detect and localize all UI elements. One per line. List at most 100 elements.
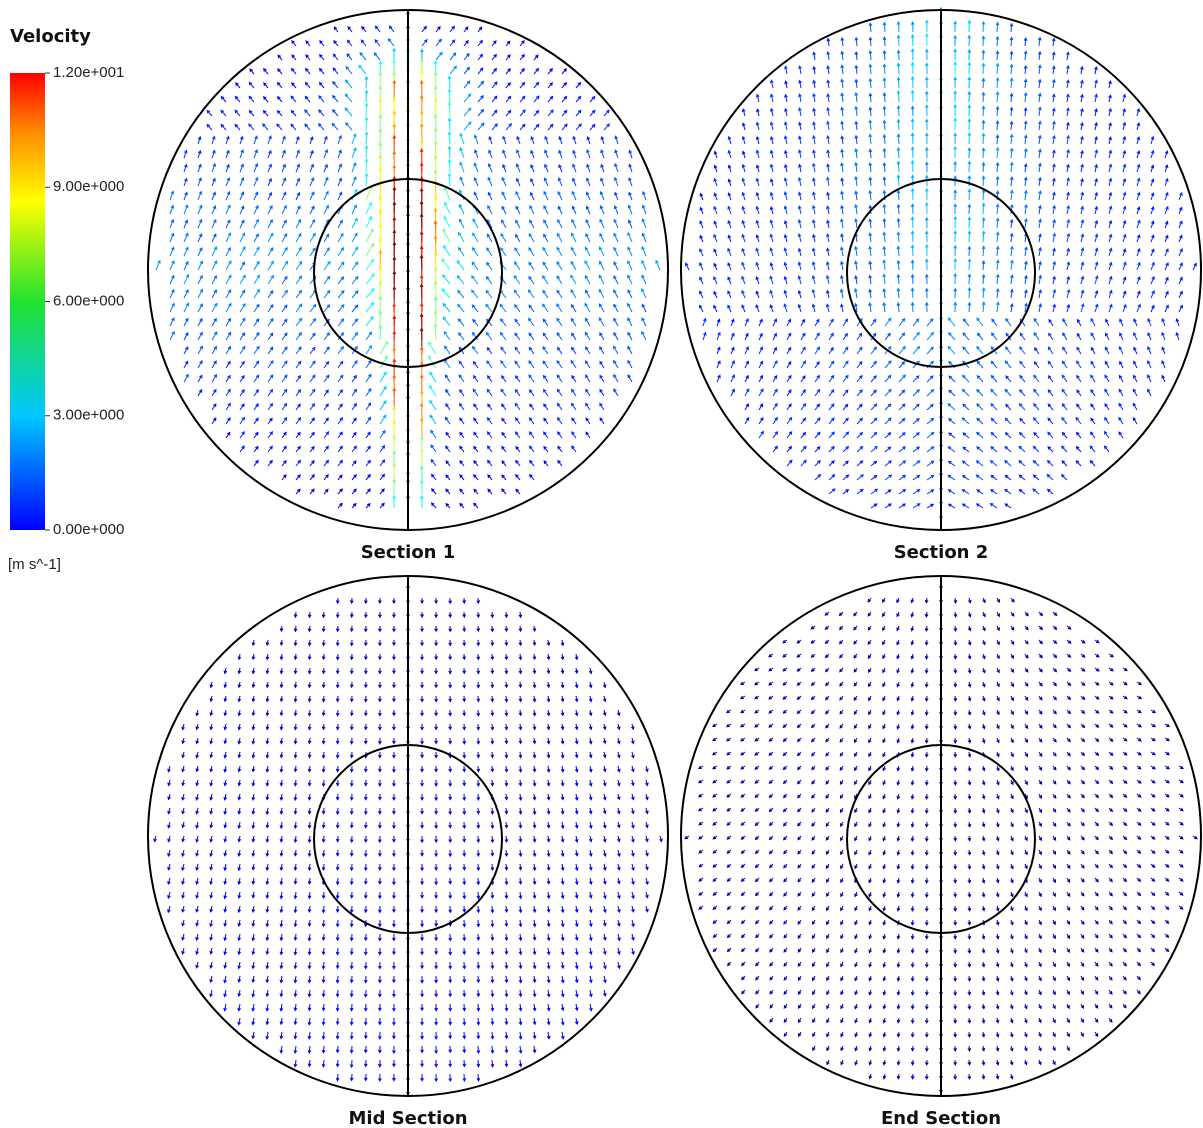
vector-arrow <box>459 502 465 509</box>
vector-arrow <box>279 919 284 928</box>
vector-arrow <box>726 765 732 770</box>
vector-arrow <box>528 417 535 425</box>
vector-arrow <box>840 36 845 47</box>
vector-arrow <box>351 217 358 229</box>
vector-arrow <box>295 388 302 397</box>
vector-arrow <box>290 123 297 131</box>
vector-arrow <box>349 947 354 956</box>
vector-arrow <box>598 288 605 299</box>
vector-arrow <box>896 765 901 772</box>
vector-arrow <box>995 849 1000 856</box>
vector-arrow <box>547 82 553 89</box>
vector-arrow <box>1094 723 1100 728</box>
vector-arrow <box>1136 975 1141 981</box>
vector-arrow <box>1136 905 1142 911</box>
vector-arrow <box>363 1059 368 1068</box>
vector-arrow <box>1004 503 1012 509</box>
vector-arrow <box>1108 303 1113 313</box>
vector-arrow <box>811 247 816 257</box>
panel-title: End Section <box>881 1108 1001 1128</box>
vector-arrow <box>560 667 565 675</box>
vector-arrow <box>365 273 375 285</box>
vector-arrow <box>967 175 972 187</box>
vector-arrow <box>1094 821 1100 827</box>
vector-arrow <box>882 821 886 828</box>
vector-arrow <box>546 765 551 773</box>
vector-arrow <box>1018 445 1026 453</box>
vector-arrow <box>234 123 241 131</box>
vector-arrow <box>349 989 354 998</box>
vector-arrow <box>1080 289 1085 299</box>
vector-arrow <box>1038 975 1042 982</box>
vector-arrow <box>797 191 802 201</box>
vector-arrow <box>755 961 760 967</box>
vector-arrow <box>197 374 203 383</box>
vector-arrow <box>211 177 216 187</box>
vector-arrow <box>769 262 774 271</box>
vector-arrow <box>251 849 256 857</box>
vector-arrow <box>588 919 593 928</box>
vector-arrow <box>755 149 760 159</box>
vector-arrow <box>223 695 228 703</box>
vector-arrow <box>641 288 647 299</box>
vector-arrow <box>854 1031 858 1038</box>
vector-arrow <box>982 639 986 646</box>
vector-arrow <box>293 1031 298 1040</box>
vector-arrow <box>1122 863 1128 869</box>
vector-arrow <box>962 318 970 327</box>
vector-arrow <box>910 653 915 660</box>
vector-arrow <box>947 317 956 327</box>
vector-arrow <box>195 891 199 900</box>
vector-arrow <box>1024 947 1028 954</box>
vector-arrow <box>448 1031 453 1040</box>
vector-arrow <box>755 905 760 911</box>
vector-arrow <box>378 653 382 661</box>
vector-arrow <box>840 919 844 926</box>
vector-arrow <box>392 765 396 773</box>
vector-arrow <box>1136 206 1141 215</box>
vector-arrow <box>603 933 607 942</box>
vector-arrow <box>976 417 984 425</box>
vector-arrow <box>1066 765 1071 771</box>
vector-arrow <box>1136 695 1143 700</box>
vector-arrow <box>473 502 479 509</box>
vector-arrow <box>616 835 621 843</box>
vector-arrow <box>989 460 998 467</box>
vector-arrow <box>853 653 858 659</box>
vector-arrow <box>953 34 958 47</box>
vector-arrow <box>1023 64 1028 75</box>
vector-arrow <box>840 233 844 243</box>
vector-arrow <box>1009 106 1014 117</box>
vector-arrow <box>870 503 878 509</box>
vector-arrow <box>811 723 816 729</box>
vector-arrow <box>867 639 872 646</box>
vector-arrow <box>558 163 563 173</box>
vector-arrow <box>924 667 929 674</box>
vector-arrow <box>826 120 830 131</box>
vector-arrow <box>448 835 453 844</box>
vector-arrow <box>504 849 509 858</box>
vector-arrow <box>588 695 593 703</box>
vector-arrow <box>209 695 214 703</box>
vector-arrow <box>725 709 732 714</box>
vector-arrow <box>754 821 760 827</box>
vector-arrow <box>910 203 915 215</box>
vector-arrow <box>868 245 872 257</box>
vector-arrow <box>812 149 816 159</box>
vector-arrow <box>309 247 316 257</box>
vector-arrow <box>253 445 259 453</box>
vector-arrow <box>967 104 972 117</box>
vector-arrow <box>617 849 621 858</box>
vector-arrow <box>910 667 915 674</box>
vector-arrow <box>335 947 340 956</box>
vector-arrow <box>912 446 921 453</box>
vector-arrow <box>896 62 901 75</box>
vector-arrow <box>853 287 858 299</box>
vector-arrow <box>267 346 274 355</box>
vector-arrow <box>826 289 830 299</box>
vector-arrow <box>574 975 579 984</box>
vector-arrow <box>598 303 605 313</box>
vector-arrow <box>377 947 382 956</box>
vector-arrow <box>267 218 273 229</box>
vector-arrow <box>463 52 470 61</box>
